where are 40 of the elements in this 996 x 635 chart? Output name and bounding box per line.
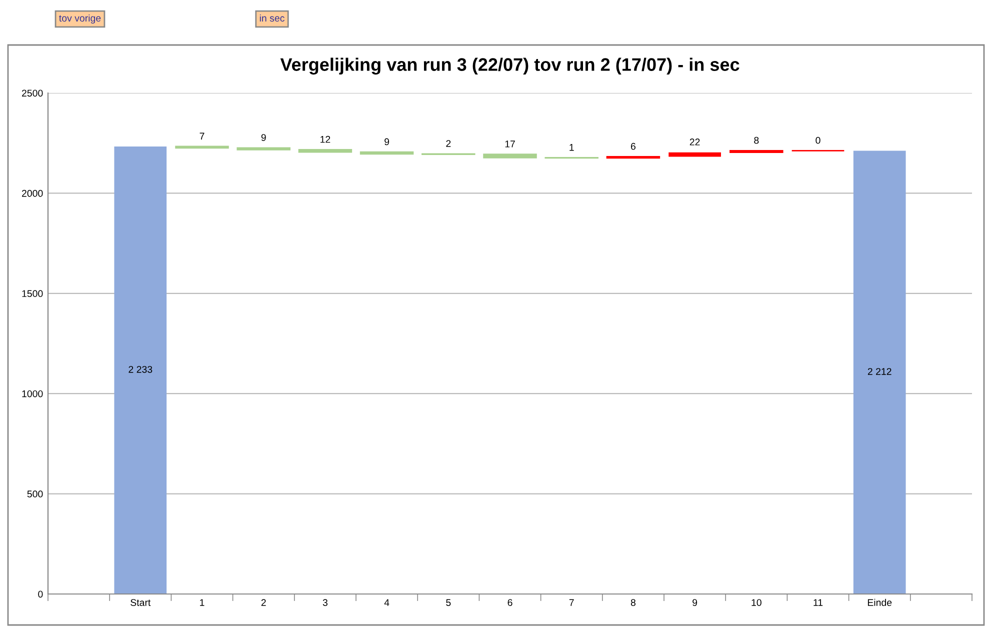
x-tick-label: 8: [630, 599, 636, 606]
y-tick-label: 0: [38, 590, 43, 598]
data-label: 7: [200, 132, 204, 140]
data-label: 6: [630, 142, 636, 150]
x-tick-label: Einde: [868, 598, 892, 606]
x-tick-label: 3: [322, 599, 328, 606]
data-label: 9: [261, 134, 266, 141]
x-tick-label: 1: [200, 599, 204, 606]
data-label: 2 233: [128, 366, 152, 373]
y-tick-label: 2500: [22, 90, 43, 97]
x-tick-label: 9: [692, 599, 698, 606]
chart-title: Vergelijking van run 3 (22/07) tov run 2 (17/07) - in sec: [280, 58, 740, 75]
y-tick-label: 1500: [22, 290, 43, 298]
x-tick-label: 5: [446, 599, 451, 606]
text: tov vorige: [59, 14, 101, 24]
x-tick-label: 7: [569, 599, 574, 606]
bar: [298, 149, 352, 153]
y-tick-label: 2000: [22, 190, 43, 197]
data-label: 9: [384, 138, 390, 146]
data-label: 0: [816, 136, 820, 144]
bar: [114, 146, 167, 594]
text: in sec: [260, 14, 284, 22]
x-tick-label: Start: [130, 599, 151, 606]
bar: [483, 154, 537, 158]
data-label: 1: [570, 144, 574, 151]
data-label: 17: [505, 140, 515, 148]
y-tick-label: 1000: [22, 390, 43, 398]
x-tick-label: 2: [261, 599, 266, 606]
y-tick-label: 500: [27, 490, 43, 498]
x-tick-label: 6: [508, 599, 512, 606]
data-label: 8: [754, 136, 759, 144]
x-tick-label: 11: [814, 599, 823, 606]
x-tick-label: 10: [752, 599, 762, 606]
data-label: 22: [690, 138, 700, 146]
bar: [853, 150, 906, 594]
x-tick-label: 4: [384, 599, 390, 606]
data-label: 12: [320, 136, 330, 143]
data-label: 2: [446, 140, 451, 147]
bar: [668, 152, 721, 157]
data-label: 2 212: [868, 368, 892, 375]
